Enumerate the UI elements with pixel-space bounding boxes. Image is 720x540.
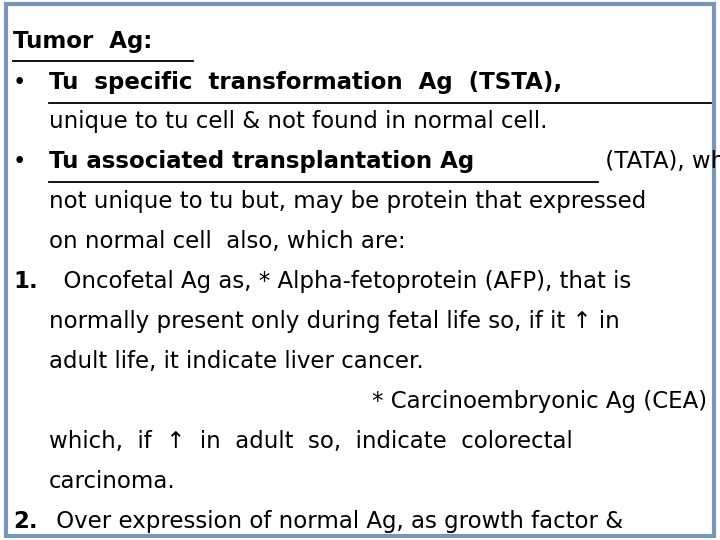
Text: Tu  specific  transformation  Ag  (TSTA),: Tu specific transformation Ag (TSTA), (49, 71, 562, 94)
Text: Tu associated transplantation Ag: Tu associated transplantation Ag (49, 150, 474, 173)
Text: 1.: 1. (13, 270, 37, 293)
Text: 2.: 2. (13, 510, 37, 533)
Text: •: • (13, 71, 27, 94)
Text: carcinoma.: carcinoma. (49, 470, 176, 493)
Text: which,  if  ↑  in  adult  so,  indicate  colorectal: which, if ↑ in adult so, indicate colore… (49, 430, 572, 453)
Text: * Carcinoembryonic Ag (CEA): * Carcinoembryonic Ag (CEA) (372, 390, 707, 413)
Text: on normal cell  also, which are:: on normal cell also, which are: (49, 230, 405, 253)
Text: (TATA), which is: (TATA), which is (598, 150, 720, 173)
Text: Tumor  Ag:: Tumor Ag: (13, 30, 152, 53)
Text: Oncofetal Ag as, * Alpha-fetoprotein (AFP), that is: Oncofetal Ag as, * Alpha-fetoprotein (AF… (49, 270, 631, 293)
Text: •: • (13, 150, 27, 173)
Text: normally present only during fetal life so, if it ↑ in: normally present only during fetal life … (49, 310, 620, 333)
Text: adult life, it indicate liver cancer.: adult life, it indicate liver cancer. (49, 350, 423, 373)
Text: which,  is: which, is (711, 71, 720, 94)
Text: unique to tu cell & not found in normal cell.: unique to tu cell & not found in normal … (49, 110, 547, 133)
Text: Over expression of normal Ag, as growth factor &: Over expression of normal Ag, as growth … (49, 510, 623, 533)
Text: not unique to tu but, may be protein that expressed: not unique to tu but, may be protein tha… (49, 190, 647, 213)
